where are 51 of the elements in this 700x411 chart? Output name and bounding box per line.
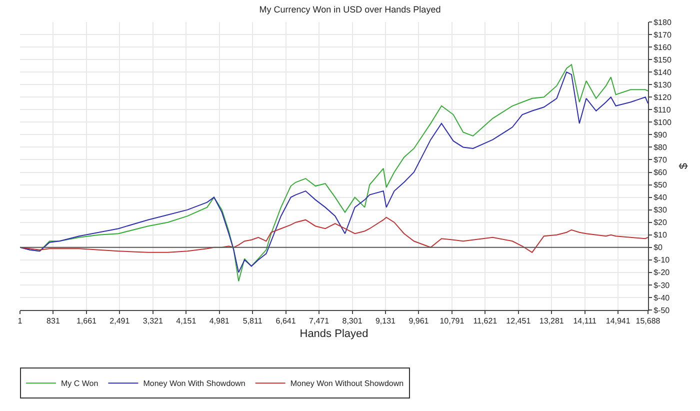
y-tick-label: $10: [654, 230, 668, 240]
x-tick-label: 12,451: [506, 316, 532, 326]
y-tick-label: $-20: [654, 268, 670, 278]
y-tick-label: $130: [654, 80, 672, 90]
y-tick-label: $140: [654, 68, 672, 77]
y-tick-label: $160: [654, 42, 672, 52]
y-tick-label: $170: [654, 30, 672, 40]
y-tick-label: $30: [654, 206, 668, 215]
x-tick-label: 6,641: [276, 316, 296, 326]
chart-title: My Currency Won in USD over Hands Played: [259, 4, 441, 14]
y-tick-label: $80: [654, 143, 668, 152]
y-tick-label: $0: [654, 243, 664, 252]
x-tick-label: 15,688: [636, 316, 661, 326]
y-tick-label: $110: [654, 105, 672, 114]
y-tick-label: $120: [654, 92, 672, 102]
x-tick-label: 4,981: [209, 316, 230, 326]
x-tick-label: 5,811: [242, 316, 263, 326]
legend-label: My C Won: [61, 379, 98, 388]
x-tick-label: 4,151: [176, 316, 197, 326]
y-tick-label: $-50: [654, 306, 670, 315]
x-tick-label: 14,111: [573, 316, 598, 326]
y-tick-label: $-10: [654, 256, 670, 265]
y-tick-label: $-30: [654, 280, 670, 290]
y-axis-title: $: [678, 162, 690, 170]
line-series: [20, 216, 648, 253]
y-tick-label: $180: [654, 18, 672, 27]
x-tick-label: 13,281: [539, 316, 564, 326]
x-tick-label: 7,471: [309, 316, 330, 326]
x-tick-label: 1: [18, 316, 23, 326]
x-tick-label: 2,491: [110, 316, 130, 326]
x-tick-label: 9,961: [408, 316, 430, 326]
x-tick-label: 1,661: [76, 316, 98, 326]
x-tick-label: 11,621: [473, 316, 498, 326]
y-tick-label: $100: [654, 118, 672, 127]
x-axis-title: Hands Played: [300, 328, 368, 340]
y-tick-label: $90: [654, 130, 668, 140]
y-tick-label: $-40: [654, 293, 670, 302]
y-tick-label: $60: [654, 168, 668, 178]
y-tick-label: $40: [654, 193, 668, 202]
y-tick-label: $150: [654, 55, 672, 64]
y-tick-label: $50: [654, 180, 668, 190]
x-tick-label: 14,941: [606, 316, 631, 326]
legend-label: Money Won Without Showdown: [290, 379, 404, 388]
legend-label: Money Won With Showdown: [143, 379, 246, 388]
y-tick-label: $70: [654, 156, 668, 165]
x-tick-label: 10,791: [440, 316, 465, 326]
x-tick-label: 9,131: [375, 316, 396, 326]
x-tick-label: 3,321: [142, 316, 164, 326]
x-tick-label: 831: [46, 316, 60, 326]
y-tick-label: $20: [654, 218, 668, 228]
x-tick-label: 8,301: [342, 316, 363, 326]
